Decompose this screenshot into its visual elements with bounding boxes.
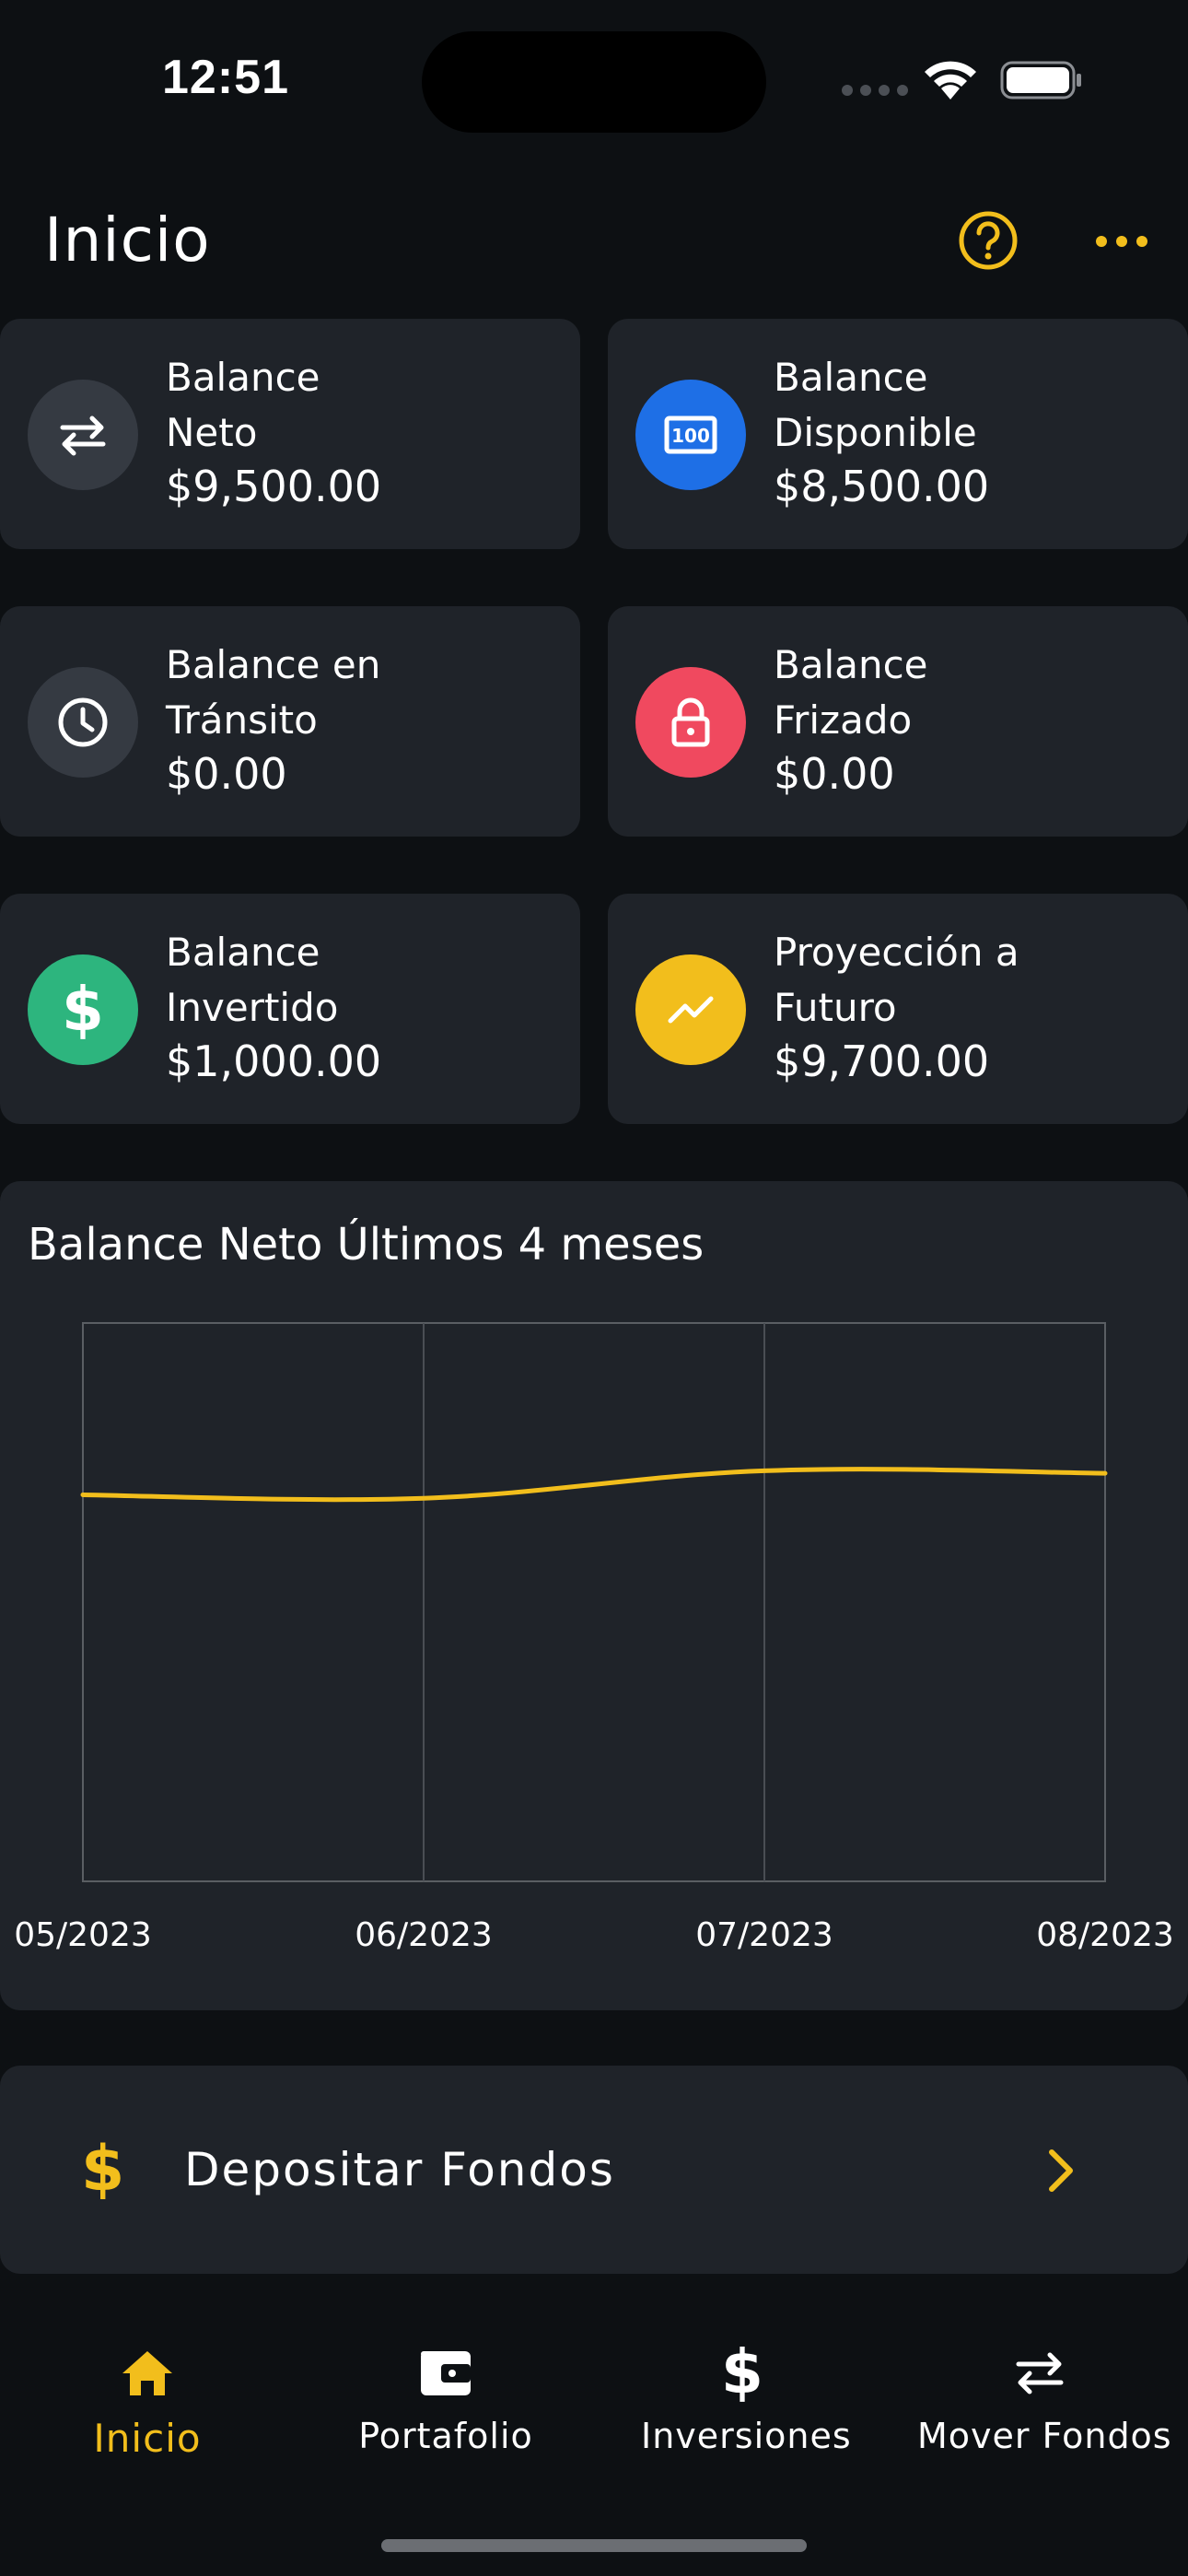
card-value: $1,000.00 xyxy=(166,1036,382,1086)
chevron-right-icon xyxy=(1049,2149,1073,2192)
card-proyeccion-futuro[interactable]: Proyección a Futuro $9,700.00 xyxy=(608,894,1188,1124)
dollar-icon: $ xyxy=(81,2133,125,2206)
chart-x-tick-label: 06/2023 xyxy=(355,1916,493,1954)
nav-item-inversiones[interactable]: $ Inversiones xyxy=(641,2336,852,2457)
chart-x-tick-label: 07/2023 xyxy=(695,1916,833,1954)
card-value: $8,500.00 xyxy=(774,462,990,511)
wifi-icon xyxy=(925,61,976,100)
lock-icon xyxy=(635,667,746,778)
card-balance-disponible[interactable]: 100 Balance Disponible $8,500.00 xyxy=(608,319,1188,549)
card-label: Balance Disponible xyxy=(774,355,977,455)
dollar-icon: $ xyxy=(721,2336,763,2407)
help-circle-icon[interactable] xyxy=(958,210,1019,271)
card-value: $0.00 xyxy=(774,749,895,799)
nav-item-inicio[interactable]: Inicio xyxy=(55,2340,239,2461)
card-label: Balance Neto xyxy=(166,355,320,455)
card-label: Proyección a Futuro xyxy=(774,930,1019,1030)
card-label: Balance en Tránsito xyxy=(166,642,381,743)
status-time: 12:51 xyxy=(162,51,289,104)
chart-card: Balance Neto Últimos 4 meses 05/2023 06/2… xyxy=(0,1181,1188,2010)
chart-title: Balance Neto Últimos 4 meses xyxy=(28,1219,705,1270)
deposit-label: Depositar Fondos xyxy=(184,2143,615,2196)
battery-icon xyxy=(1000,61,1081,100)
dynamic-island xyxy=(422,31,766,133)
nav-item-mover-fondos[interactable]: Mover Fondos xyxy=(917,2340,1172,2456)
home-icon xyxy=(122,2351,172,2395)
status-bar: 12:51 xyxy=(0,0,1188,157)
nav-label: Portafolio xyxy=(358,2416,533,2456)
card-balance-neto[interactable]: Balance Neto $9,500.00 xyxy=(0,319,580,549)
card-balance-frizado[interactable]: Balance Frizado $0.00 xyxy=(608,606,1188,837)
card-balance-transito[interactable]: Balance en Tránsito $0.00 xyxy=(0,606,580,837)
more-horizontal-icon[interactable] xyxy=(1092,219,1151,263)
dollar-icon: $ xyxy=(28,954,138,1065)
card-balance-invertido[interactable]: $ Balance Invertido $1,000.00 xyxy=(0,894,580,1124)
chart-frame xyxy=(82,1322,1106,1882)
nav-label: Mover Fondos xyxy=(917,2416,1172,2456)
bottom-navigation: Inicio Portafolio $ Inversiones Mover Fo… xyxy=(0,2303,1188,2576)
nav-item-portafolio[interactable]: Portafolio xyxy=(354,2340,538,2456)
card-value: $9,500.00 xyxy=(166,462,382,511)
chart-x-tick-label: 08/2023 xyxy=(1036,1916,1174,1954)
chart-x-tick-label: 05/2023 xyxy=(14,1916,152,1954)
trending-up-icon xyxy=(635,954,746,1065)
chart-series-line xyxy=(80,1467,1108,1503)
nav-label: Inicio xyxy=(93,2416,202,2461)
transfer-arrows-icon xyxy=(28,380,138,490)
card-label: Balance Invertido xyxy=(166,930,339,1030)
cellular-signal-icon xyxy=(842,85,908,96)
wallet-icon xyxy=(421,2351,471,2395)
svg-text:100: 100 xyxy=(671,425,710,447)
banknote-icon: 100 xyxy=(635,380,746,490)
card-label: Balance Frizado xyxy=(774,642,928,743)
card-value: $0.00 xyxy=(166,749,287,799)
nav-label: Inversiones xyxy=(641,2416,852,2456)
transfer-arrows-icon xyxy=(1016,2352,1064,2395)
deposit-funds-button[interactable]: $ Depositar Fondos xyxy=(0,2066,1188,2274)
line-chart: 05/2023 06/2023 07/2023 08/2023 xyxy=(14,1322,1174,1954)
clock-icon xyxy=(28,667,138,778)
home-indicator xyxy=(381,2539,807,2552)
page-title: Inicio xyxy=(44,205,211,275)
card-value: $9,700.00 xyxy=(774,1036,990,1086)
